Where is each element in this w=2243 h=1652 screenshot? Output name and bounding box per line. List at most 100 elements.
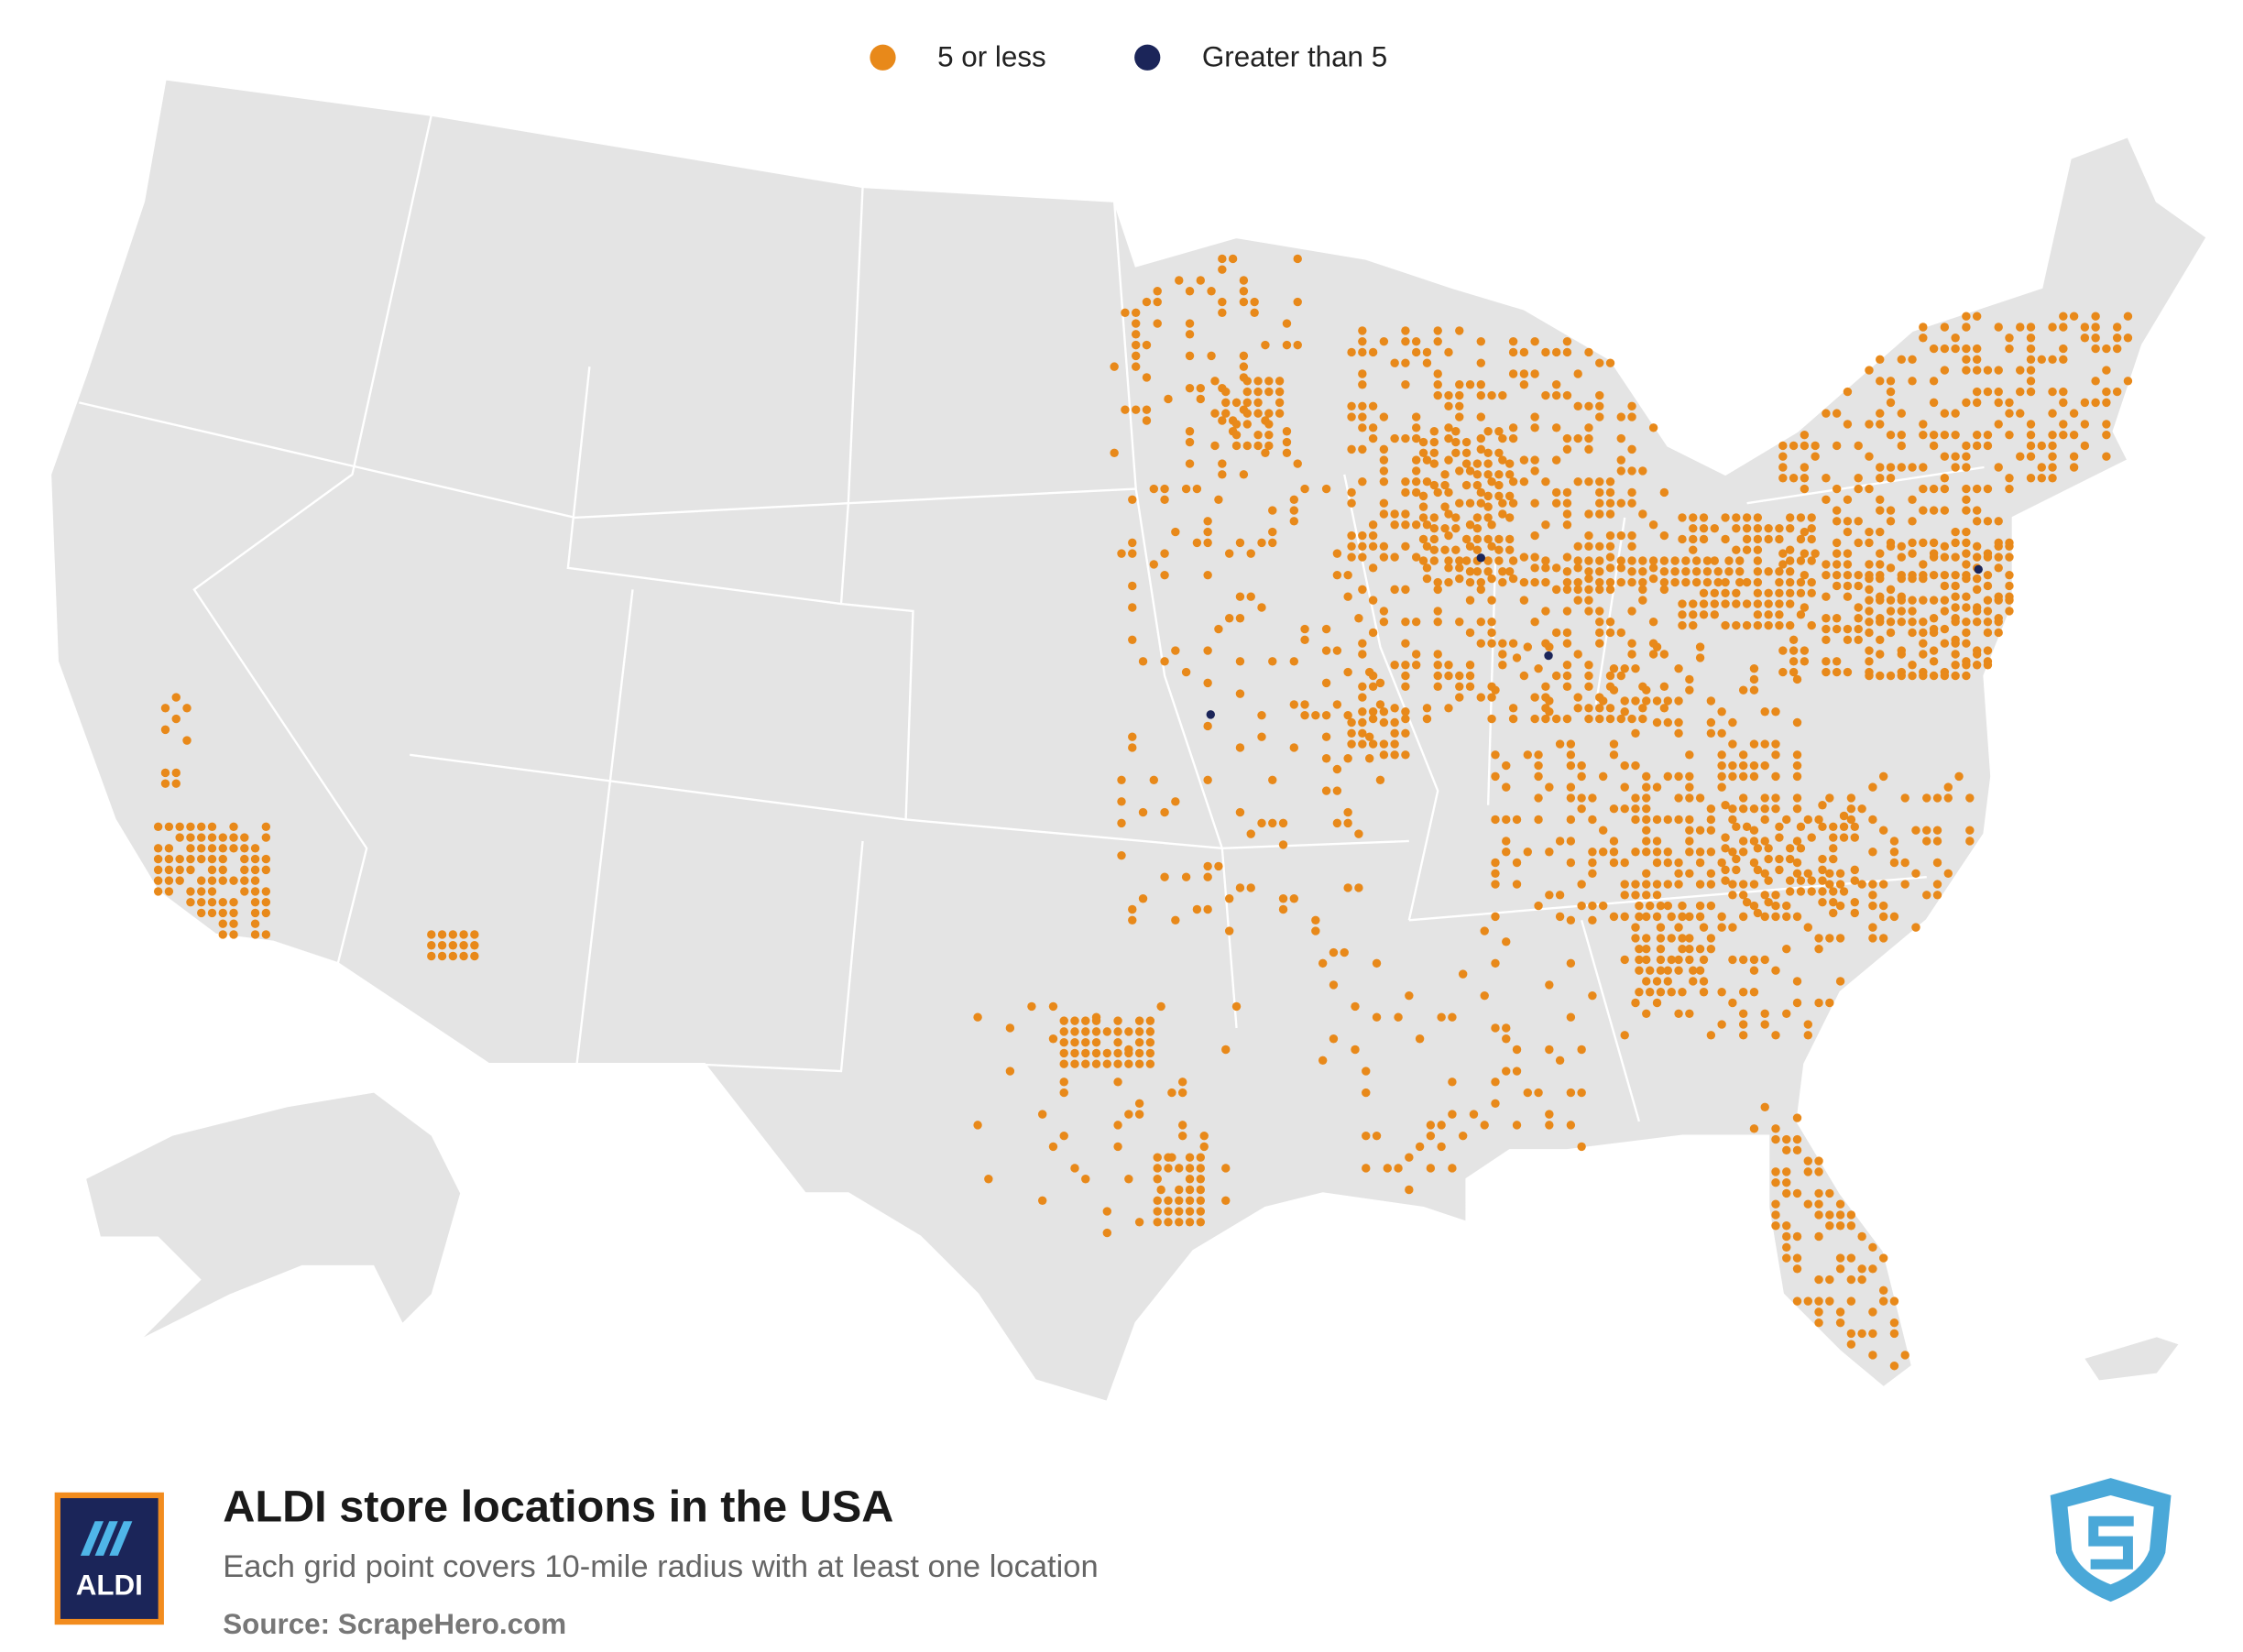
- store-dot: [1732, 865, 1741, 875]
- store-dot: [2016, 409, 2025, 418]
- store-dot: [1785, 556, 1795, 565]
- legend-swatch: [1134, 44, 1161, 71]
- store-dot: [1487, 390, 1496, 400]
- store-dot: [1081, 1059, 1090, 1068]
- store-dot: [1128, 495, 1137, 505]
- store-dot: [1081, 1016, 1090, 1025]
- store-dot: [1822, 409, 1831, 418]
- store-dot: [1818, 897, 1827, 907]
- store-dot: [1886, 506, 1896, 515]
- store-dot: [1900, 880, 1909, 889]
- store-dot: [1764, 854, 1773, 864]
- store-dot: [1627, 466, 1636, 476]
- store-dot: [229, 822, 238, 831]
- store-dot: [1379, 412, 1389, 421]
- store-dot: [1760, 837, 1769, 846]
- store-dot: [1814, 1188, 1823, 1198]
- store-dot: [1461, 437, 1472, 447]
- store-dot: [1919, 574, 1928, 584]
- store-dot: [1153, 1164, 1162, 1173]
- store-dot: [1865, 538, 1874, 548]
- store-dot: [1502, 1023, 1511, 1033]
- store-dot: [1616, 498, 1626, 508]
- store-dot: [2005, 398, 2014, 408]
- store-dot: [1829, 833, 1838, 842]
- store-dot: [1562, 567, 1572, 576]
- store-dot: [1796, 887, 1806, 896]
- store-dot: [1282, 437, 1292, 447]
- store-dot: [1268, 775, 1277, 784]
- store-dot: [1674, 717, 1683, 728]
- store-dot: [1264, 409, 1274, 418]
- store-dot: [1854, 538, 1863, 548]
- store-dot: [1889, 1329, 1899, 1339]
- store-dot: [1375, 678, 1385, 688]
- store-dot: [1663, 966, 1672, 975]
- store-dot: [1347, 487, 1356, 498]
- store-dot: [1782, 1009, 1791, 1018]
- store-dot: [1695, 848, 1705, 857]
- store-dot: [1584, 704, 1593, 713]
- store-dot: [1566, 815, 1576, 825]
- store-dot: [1760, 815, 1769, 825]
- store-dot: [1814, 1199, 1823, 1209]
- store-dot: [1699, 513, 1709, 522]
- store-dot: [1983, 646, 1993, 655]
- store-dot: [240, 833, 249, 842]
- store-dot: [1433, 682, 1442, 691]
- store-dot: [207, 876, 217, 885]
- store-dot: [1573, 596, 1582, 605]
- store-dot: [1792, 1145, 1802, 1155]
- store-dot: [1940, 323, 1950, 332]
- store-dot: [1588, 901, 1597, 911]
- store-dot: [1368, 682, 1378, 691]
- store-dot: [1850, 822, 1859, 831]
- store-dot: [984, 1175, 993, 1184]
- store-dot: [1789, 441, 1799, 451]
- store-dot: [1185, 287, 1195, 296]
- store-dot: [1368, 423, 1378, 432]
- store-dot: [1822, 495, 1831, 505]
- store-dot: [1358, 542, 1367, 551]
- store-dot: [1962, 463, 1971, 472]
- store-dot: [1329, 980, 1339, 990]
- store-dot: [1652, 717, 1662, 728]
- store-dot: [1868, 934, 1877, 943]
- store-dot: [1735, 567, 1745, 576]
- store-dot: [1203, 775, 1212, 784]
- store-dot: [1347, 717, 1356, 728]
- store-dot: [240, 865, 249, 875]
- store-dot: [1551, 714, 1561, 724]
- store-dot: [1663, 977, 1672, 986]
- store-dot: [2016, 366, 2025, 375]
- store-dot: [1753, 844, 1763, 853]
- store-dot: [1588, 858, 1597, 868]
- store-dot: [1825, 1188, 1834, 1198]
- store-dot: [1818, 801, 1827, 810]
- store-dot: [1551, 628, 1561, 638]
- store-dot: [1699, 588, 1709, 597]
- store-dot: [1771, 1031, 1780, 1040]
- store-dot: [1811, 452, 1820, 461]
- store-dot: [1321, 678, 1331, 688]
- store-dot: [1738, 955, 1748, 965]
- store-dot: [1185, 1207, 1195, 1216]
- store-dot: [197, 844, 206, 853]
- store-dot: [1778, 646, 1788, 655]
- store-dot: [1983, 596, 1993, 605]
- store-dot: [1771, 966, 1780, 975]
- store-dot: [1483, 567, 1493, 576]
- store-dot: [1919, 639, 1928, 648]
- store-dot: [1196, 276, 1206, 285]
- store-dot: [1411, 455, 1421, 465]
- store-dot: [1932, 880, 1942, 889]
- store-dot: [1358, 728, 1367, 738]
- store-dot: [1994, 617, 2003, 627]
- store-dot: [1929, 552, 1939, 562]
- store-dot: [1461, 459, 1472, 468]
- store-dot: [1566, 760, 1576, 771]
- store-dot: [1451, 513, 1461, 522]
- store-dot: [1689, 620, 1698, 630]
- store-dot: [1444, 433, 1453, 443]
- store-dot: [1584, 509, 1593, 519]
